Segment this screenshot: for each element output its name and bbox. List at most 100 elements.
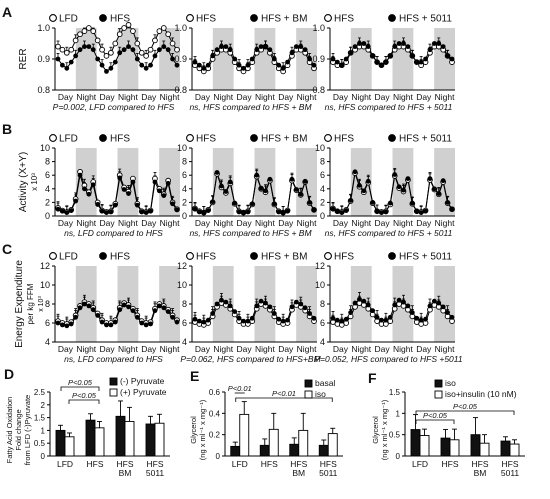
phase-label: Night — [213, 344, 233, 354]
sig-bracket — [415, 410, 515, 415]
y-tick-label: 8 — [45, 299, 50, 309]
point-filled — [414, 59, 420, 65]
legend-marker-open — [324, 252, 332, 260]
bar-chart-f: Glycerol (ng x ml⁻¹ x mg⁻¹)1.5 1 0.5 0 LFD HFS… — [371, 378, 525, 478]
night-band — [350, 148, 372, 216]
night-band — [75, 28, 97, 90]
point-filled — [263, 44, 268, 49]
point-filled — [201, 210, 207, 216]
point-filled — [99, 208, 105, 214]
point-filled — [418, 59, 424, 65]
point-filled — [90, 307, 96, 313]
series-line — [332, 171, 453, 214]
point-filled — [383, 59, 389, 65]
legend-label: HFS — [334, 14, 354, 25]
phase-label: Day — [416, 218, 432, 228]
sig-bracket — [415, 419, 455, 424]
category-label: HFS — [261, 459, 278, 469]
point-filled — [396, 41, 402, 46]
point-filled — [152, 179, 158, 185]
bar — [239, 413, 250, 457]
point-filled — [361, 41, 367, 46]
y-tick-label: 0 — [216, 452, 221, 461]
point-open — [108, 49, 114, 56]
stat-note: P=0.002, LFD compared to HFS — [53, 102, 175, 112]
stat-note: P=0.062, HFS compared to HFS+BM — [180, 354, 321, 364]
night-band — [212, 148, 234, 216]
phase-label: Day — [141, 218, 157, 228]
sig-label: P<0.01 — [228, 384, 252, 393]
point-filled — [370, 53, 376, 59]
point-filled — [90, 182, 96, 188]
point-filled — [108, 322, 114, 328]
point-filled — [86, 303, 92, 309]
point-filled — [130, 47, 136, 53]
phase-label: Day — [333, 92, 349, 102]
panel-d: D — [4, 366, 14, 382]
sig-bracket — [235, 397, 333, 402]
point-filled — [293, 187, 299, 192]
point-filled — [205, 317, 211, 323]
point-filled — [174, 62, 180, 68]
phase-label: Day — [100, 92, 116, 102]
point-filled — [139, 209, 145, 215]
point-filled — [449, 206, 455, 212]
legend-label: HFS — [334, 252, 354, 263]
bar — [154, 422, 165, 457]
bar — [124, 420, 135, 457]
phase-label: Day — [100, 344, 116, 354]
point-filled — [214, 47, 220, 53]
y-tick-label: 0 — [45, 211, 50, 221]
sig-label: P<0.05 — [423, 411, 448, 420]
panel-e: E — [190, 368, 199, 384]
y-label: Glycerol — [371, 416, 380, 444]
legend-marker-open — [186, 134, 194, 142]
point-filled — [77, 172, 83, 178]
point-filled — [148, 321, 153, 327]
point-filled — [130, 308, 136, 314]
point-filled — [311, 62, 317, 68]
y-tick-label: 12 — [177, 261, 187, 271]
series-line — [194, 172, 315, 214]
point-filled — [134, 56, 140, 62]
point-filled — [361, 188, 367, 194]
point-filled — [409, 310, 415, 315]
point-filled — [214, 170, 220, 175]
point-filled — [396, 297, 402, 303]
point-open — [59, 46, 66, 53]
point-filled — [436, 300, 442, 306]
legend-label: LFD — [59, 14, 78, 25]
phase-label: Night — [213, 92, 233, 102]
y-tick-label: 10 — [315, 280, 325, 290]
y-tick-label: 2 — [182, 197, 187, 207]
bar — [115, 415, 126, 457]
sig-label: P<0.01 — [272, 389, 296, 398]
point-open — [169, 40, 176, 47]
point-filled — [267, 47, 273, 53]
panel-letter-c: C — [2, 241, 12, 257]
y-tick-label: 1.0 — [174, 23, 187, 33]
point-filled — [245, 62, 251, 68]
bar — [410, 429, 421, 457]
category-label: HFS — [442, 459, 459, 469]
phase-label: Night — [255, 344, 275, 354]
point-filled — [245, 318, 251, 324]
point-open — [165, 31, 172, 38]
point-filled — [271, 311, 277, 316]
point-filled — [134, 202, 140, 208]
point-filled — [117, 175, 123, 181]
night-band — [75, 148, 97, 216]
bar — [509, 443, 520, 457]
point-filled — [64, 65, 70, 71]
point-filled — [293, 44, 299, 49]
point-filled — [68, 59, 74, 65]
legend-label: HFS — [334, 134, 354, 145]
y-tick-label: 0 — [320, 211, 325, 221]
bar — [318, 444, 329, 457]
